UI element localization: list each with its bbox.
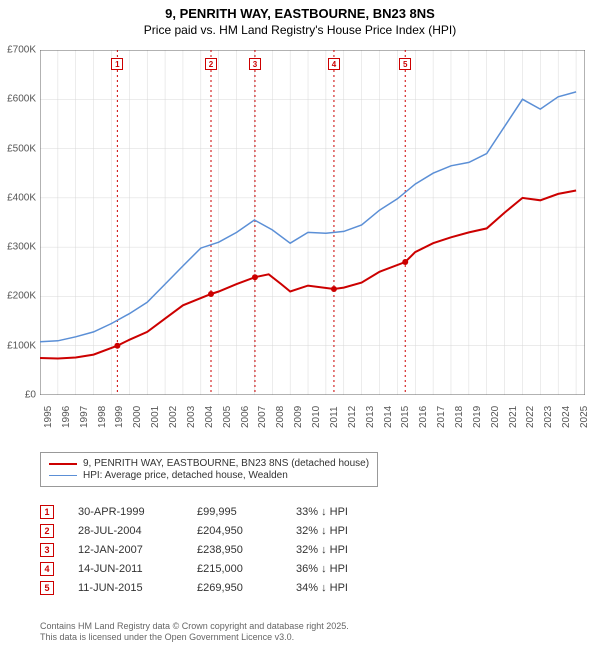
y-tick-label: £100K [7,340,36,351]
marker-row: 1 30-APR-1999 £99,995 33% ↓ HPI [40,505,348,519]
x-tick-label: 2025 [579,406,590,428]
x-tick-label: 1995 [43,406,54,428]
title-block: 9, PENRITH WAY, EASTBOURNE, BN23 8NS Pri… [0,0,600,39]
marker-date: 14-JUN-2011 [78,563,173,575]
legend-label: 9, PENRITH WAY, EASTBOURNE, BN23 8NS (de… [83,458,369,469]
marker-price: £204,950 [197,525,272,537]
x-tick-label: 2015 [400,406,411,428]
legend-label: HPI: Average price, detached house, Weal… [83,470,288,481]
x-tick-label: 1999 [114,406,125,428]
x-tick-label: 2014 [383,406,394,428]
x-tick-label: 2003 [186,406,197,428]
title-address: 9, PENRITH WAY, EASTBOURNE, BN23 8NS [0,6,600,21]
chart-marker-box: 4 [328,58,340,70]
x-tick-label: 2024 [561,406,572,428]
legend-row: HPI: Average price, detached house, Weal… [49,470,369,481]
marker-price: £215,000 [197,563,272,575]
marker-price: £269,950 [197,582,272,594]
x-tick-label: 2004 [204,406,215,428]
marker-number-box: 3 [40,543,54,557]
x-tick-label: 1996 [61,406,72,428]
y-axis-labels: £0£100K£200K£300K£400K£500K£600K£700K [0,50,40,395]
marker-table: 1 30-APR-1999 £99,995 33% ↓ HPI 2 28-JUL-2004… [40,500,348,600]
footnote-line2: This data is licensed under the Open Gov… [40,632,349,644]
x-tick-label: 2005 [222,406,233,428]
marker-diff: 32% ↓ HPI [296,544,348,556]
marker-price: £99,995 [197,506,272,518]
marker-number-box: 2 [40,524,54,538]
marker-row: 2 28-JUL-2004 £204,950 32% ↓ HPI [40,524,348,538]
marker-row: 5 11-JUN-2015 £269,950 34% ↓ HPI [40,581,348,595]
y-tick-label: £500K [7,143,36,154]
marker-number-box: 4 [40,562,54,576]
x-tick-label: 1998 [97,406,108,428]
x-tick-label: 2019 [472,406,483,428]
marker-number-box: 5 [40,581,54,595]
x-tick-label: 2022 [525,406,536,428]
y-tick-label: £600K [7,94,36,105]
y-tick-label: £0 [25,390,36,401]
chart-marker-box: 2 [205,58,217,70]
x-tick-label: 2021 [508,406,519,428]
y-tick-label: £200K [7,291,36,302]
y-tick-label: £300K [7,242,36,253]
marker-diff: 32% ↓ HPI [296,525,348,537]
marker-date: 30-APR-1999 [78,506,173,518]
chart-svg [40,50,585,395]
y-tick-label: £400K [7,192,36,203]
marker-row: 4 14-JUN-2011 £215,000 36% ↓ HPI [40,562,348,576]
marker-price: £238,950 [197,544,272,556]
legend: 9, PENRITH WAY, EASTBOURNE, BN23 8NS (de… [40,452,378,487]
legend-row: 9, PENRITH WAY, EASTBOURNE, BN23 8NS (de… [49,458,369,469]
marker-diff: 36% ↓ HPI [296,563,348,575]
chart-marker-box: 1 [111,58,123,70]
marker-row: 3 12-JAN-2007 £238,950 32% ↓ HPI [40,543,348,557]
footnote: Contains HM Land Registry data © Crown c… [40,621,349,644]
marker-date: 11-JUN-2015 [78,582,173,594]
x-tick-label: 2012 [347,406,358,428]
x-tick-label: 2009 [293,406,304,428]
x-tick-label: 2010 [311,406,322,428]
x-tick-label: 2016 [418,406,429,428]
legend-swatch [49,475,77,476]
chart-container: 9, PENRITH WAY, EASTBOURNE, BN23 8NS Pri… [0,0,600,650]
x-tick-label: 2011 [329,406,340,428]
chart-plot-area: 1 2 3 4 5 [40,50,585,395]
chart-marker-box: 5 [399,58,411,70]
x-tick-label: 1997 [79,406,90,428]
legend-swatch [49,463,77,465]
y-tick-label: £700K [7,45,36,56]
marker-diff: 33% ↓ HPI [296,506,348,518]
x-tick-label: 2020 [490,406,501,428]
x-axis-labels: 1995 1996 1997 1998 1999 2000 2001 2002 2003 2004… [40,398,585,453]
x-tick-label: 2001 [150,406,161,428]
x-tick-label: 2006 [240,406,251,428]
marker-number-box: 1 [40,505,54,519]
x-tick-label: 2008 [275,406,286,428]
x-tick-label: 2023 [543,406,554,428]
x-tick-label: 2013 [365,406,376,428]
x-tick-label: 2007 [257,406,268,428]
marker-date: 28-JUL-2004 [78,525,173,537]
x-tick-label: 2018 [454,406,465,428]
x-tick-label: 2000 [132,406,143,428]
title-subtitle: Price paid vs. HM Land Registry's House … [0,23,600,37]
x-tick-label: 2017 [436,406,447,428]
marker-diff: 34% ↓ HPI [296,582,348,594]
x-tick-label: 2002 [168,406,179,428]
footnote-line1: Contains HM Land Registry data © Crown c… [40,621,349,633]
chart-marker-box: 3 [249,58,261,70]
marker-date: 12-JAN-2007 [78,544,173,556]
